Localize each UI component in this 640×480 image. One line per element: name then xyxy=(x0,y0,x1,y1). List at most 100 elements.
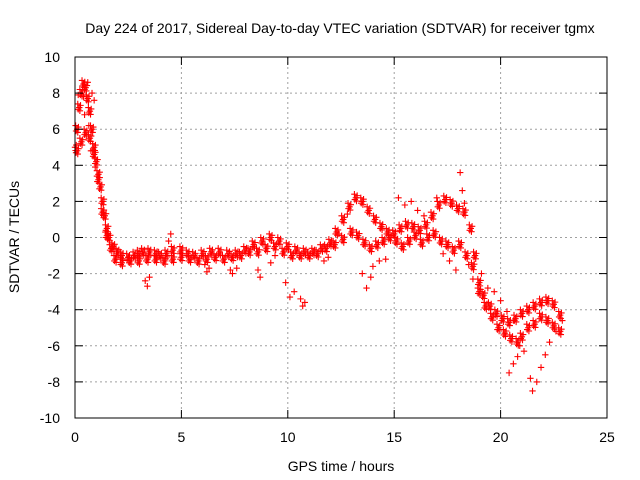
data-point xyxy=(134,254,141,261)
data-point xyxy=(380,241,388,248)
data-point xyxy=(109,242,116,250)
data-point xyxy=(398,228,405,235)
data-point xyxy=(168,243,175,250)
data-point xyxy=(372,237,379,245)
data-point xyxy=(432,228,440,235)
data-point xyxy=(558,325,565,333)
y-tick-label: 0 xyxy=(52,230,60,246)
data-point xyxy=(85,98,92,105)
data-point xyxy=(80,80,88,88)
y-tick-label: 4 xyxy=(52,157,60,173)
data-point xyxy=(87,132,95,140)
data-point xyxy=(74,150,81,158)
data-point xyxy=(477,286,484,293)
data-point xyxy=(287,248,294,256)
data-point xyxy=(217,246,225,253)
data-point xyxy=(92,163,99,171)
data-point xyxy=(495,327,503,335)
data-point xyxy=(89,129,96,136)
data-point xyxy=(104,230,112,237)
data-point xyxy=(170,259,177,266)
data-point xyxy=(223,246,230,254)
data-point xyxy=(286,293,294,301)
data-point xyxy=(408,198,415,205)
data-point xyxy=(498,311,505,319)
y-tick-label: -2 xyxy=(48,266,61,282)
data-point xyxy=(97,194,105,201)
data-point xyxy=(329,237,337,245)
data-point xyxy=(536,295,543,303)
data-point xyxy=(119,257,127,264)
data-point xyxy=(291,243,299,250)
data-point xyxy=(529,387,536,395)
data-point xyxy=(461,212,469,219)
data-point xyxy=(306,255,313,262)
data-point xyxy=(236,248,243,256)
data-point xyxy=(127,261,135,268)
x-tick-label: 15 xyxy=(386,429,402,445)
data-point xyxy=(270,239,277,247)
data-point xyxy=(392,228,399,235)
data-point xyxy=(209,246,216,253)
data-point xyxy=(509,333,516,340)
data-point xyxy=(508,338,516,346)
data-point xyxy=(233,264,240,272)
data-point xyxy=(537,364,545,371)
data-point xyxy=(81,111,88,118)
data-point xyxy=(253,245,260,252)
data-point xyxy=(72,144,79,151)
data-point xyxy=(74,100,81,108)
data-point xyxy=(277,235,284,243)
data-point xyxy=(113,253,120,261)
data-point xyxy=(496,322,503,329)
data-point xyxy=(280,251,288,259)
data-point xyxy=(212,257,220,264)
data-point xyxy=(559,317,566,324)
y-ticks: -10 -8 -6 -4 -2 0 2 4 6 8 10 xyxy=(40,49,607,426)
data-point xyxy=(346,225,354,232)
data-point xyxy=(323,248,330,255)
data-point xyxy=(324,242,331,250)
data-point xyxy=(151,246,158,254)
data-point xyxy=(362,237,369,244)
data-point xyxy=(446,196,454,203)
data-point xyxy=(436,234,443,241)
data-point xyxy=(468,228,475,235)
data-point xyxy=(471,261,478,268)
grid xyxy=(75,57,607,418)
data-point xyxy=(145,253,152,261)
data-point xyxy=(76,135,84,142)
data-point xyxy=(532,318,540,326)
data-point xyxy=(246,251,254,259)
data-point xyxy=(104,223,112,230)
data-point xyxy=(112,259,120,266)
data-point xyxy=(282,279,289,286)
data-point xyxy=(376,257,383,265)
data-point xyxy=(411,221,418,228)
data-point xyxy=(451,250,458,257)
data-point xyxy=(341,233,348,241)
data-point xyxy=(500,326,507,333)
data-point xyxy=(517,306,524,313)
data-point xyxy=(264,242,271,250)
data-point xyxy=(406,241,413,248)
data-point xyxy=(78,77,86,84)
data-point xyxy=(493,320,501,328)
y-tick-label: 6 xyxy=(52,121,60,137)
data-point xyxy=(391,234,399,241)
x-tick-label: 10 xyxy=(280,429,296,445)
data-point xyxy=(297,295,304,303)
data-point xyxy=(436,205,443,212)
data-point xyxy=(90,123,97,131)
data-point xyxy=(510,311,518,319)
data-point xyxy=(474,284,482,292)
data-point xyxy=(555,324,562,331)
data-point xyxy=(129,248,137,256)
data-point xyxy=(88,89,96,97)
series-excursions xyxy=(74,79,566,395)
data-point xyxy=(335,230,343,238)
data-point xyxy=(298,250,306,257)
data-point xyxy=(93,167,101,174)
data-point xyxy=(213,251,220,259)
